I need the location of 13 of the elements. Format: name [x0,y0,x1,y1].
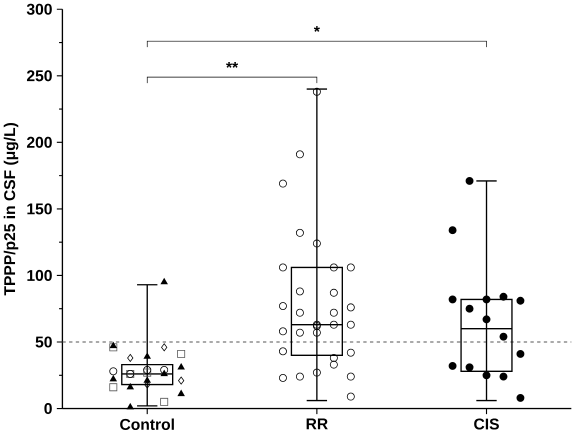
x-tick-label: RR [306,418,328,430]
y-tick-label: 200 [26,136,52,148]
y-tick-label: 150 [27,204,52,215]
y-tick-label: 250 [26,70,52,82]
annotation: ** [226,62,238,68]
x-tick-label: CIS [474,418,499,430]
annotation: * [314,26,320,32]
y-tick-label: 50 [36,336,52,348]
y-tick-label: 0 [44,403,52,414]
y-axis-title: TPPP/p25 in CSF (μg/L) [4,123,18,296]
x-tick-label: Control [120,418,174,430]
y-tick-label: 100 [27,270,52,282]
y-tick-label: 300 [26,4,52,15]
